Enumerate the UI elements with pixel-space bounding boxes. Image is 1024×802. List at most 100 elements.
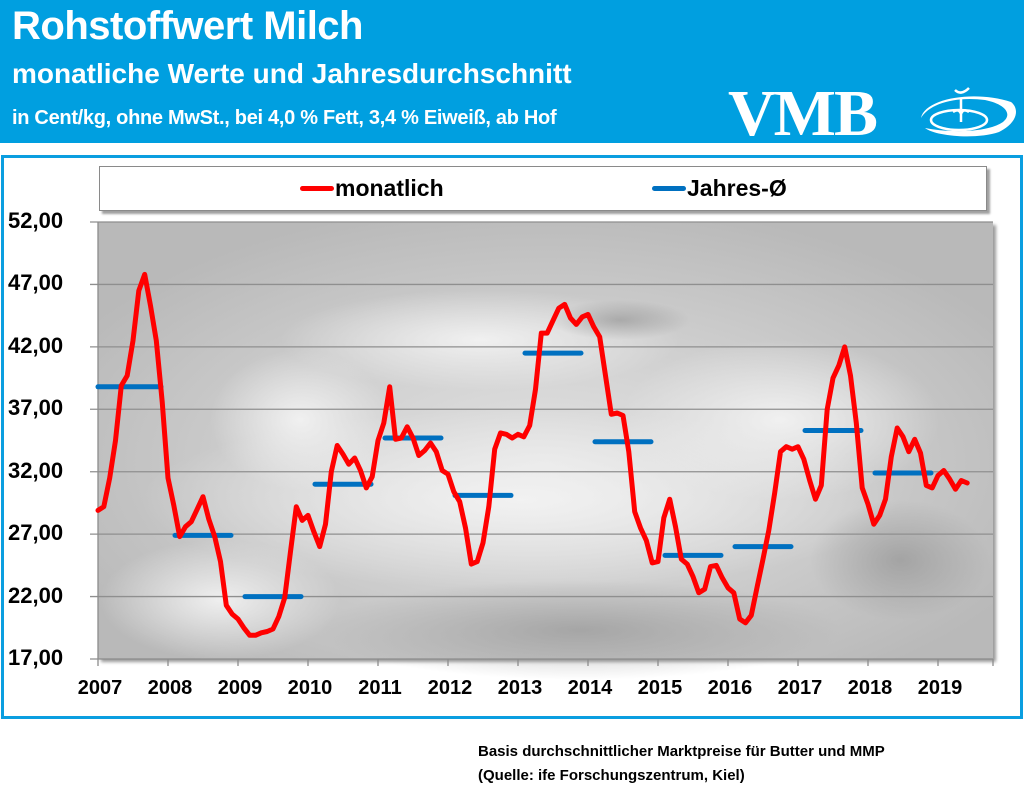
- monthly-point: [96, 508, 100, 513]
- axes: [97, 222, 994, 666]
- monthly-point: [177, 534, 182, 539]
- monthly-point: [498, 431, 503, 435]
- monthly-point: [206, 517, 211, 522]
- x-tick-label: 2009: [217, 677, 263, 699]
- monthly-point: [924, 483, 929, 488]
- x-tick-label: 2008: [147, 677, 193, 699]
- monthly-point: [766, 528, 771, 533]
- monthly-point: [241, 625, 246, 630]
- legend-item-monatlich: monatlich: [300, 174, 444, 202]
- monthly-point: [352, 456, 357, 460]
- legend-swatch-blue: [652, 185, 686, 191]
- monthly-point: [341, 452, 345, 457]
- monthly-point: [533, 387, 538, 392]
- monthly-point: [306, 513, 310, 518]
- x-tick-label: 2019: [917, 677, 963, 699]
- monthly-point: [370, 474, 375, 479]
- monthly-point: [854, 421, 859, 425]
- x-tick-label: 2007: [77, 677, 123, 699]
- monthly-point: [405, 424, 410, 429]
- y-tick-label: 52,00: [8, 208, 64, 233]
- monthly-point: [807, 478, 812, 483]
- monthly-point: [580, 314, 585, 319]
- y-tick-label: 17,00: [8, 645, 64, 670]
- monthly-point: [189, 519, 194, 524]
- monthly-point: [504, 432, 509, 437]
- monthly-point: [101, 504, 106, 509]
- monthly-point: [895, 426, 900, 430]
- monthly-point: [475, 559, 480, 564]
- monthly-point: [603, 373, 608, 378]
- x-tick-label: 2011: [358, 677, 402, 699]
- monthly-point: [259, 630, 264, 635]
- monthly-point: [346, 462, 351, 467]
- monthly-point: [457, 499, 462, 504]
- monthly-point: [819, 483, 824, 488]
- monthly-point: [621, 413, 625, 418]
- monthly-point: [796, 444, 800, 449]
- monthly-point: [492, 447, 497, 452]
- monthly-point: [667, 497, 672, 502]
- monthly-point: [650, 560, 655, 565]
- monthly-point: [381, 421, 386, 425]
- y-tick-label: 27,00: [8, 520, 64, 546]
- chart-title: Rohstoffwert Milch: [12, 4, 363, 48]
- monthly-point: [696, 590, 701, 595]
- monthly-point: [591, 324, 596, 329]
- legend-label-jahres: Jahres-Ø: [687, 174, 787, 201]
- x-tick-label: 2018: [847, 677, 893, 699]
- monthly-point: [218, 559, 223, 564]
- monthly-point: [539, 331, 544, 336]
- monthly-point: [726, 585, 730, 590]
- monthly-point: [801, 457, 806, 462]
- chart-units-line: in Cent/kg, ohne MwSt., bei 4,0 % Fett, …: [12, 107, 557, 129]
- monthly-point: [626, 449, 631, 454]
- monthly-point: [673, 524, 678, 529]
- splash-shadow: [810, 500, 990, 620]
- y-tick-label: 37,00: [8, 395, 64, 421]
- chart-legend: monatlich Jahres-Ø: [99, 166, 987, 211]
- monthly-point: [393, 437, 398, 442]
- footnote-source: (Quelle: ife Forschungszentrum, Kiel): [478, 767, 745, 784]
- monthly-point: [294, 504, 299, 509]
- monthly-point: [871, 522, 876, 527]
- monthly-point: [300, 518, 305, 523]
- monthly-point: [428, 441, 433, 445]
- monthly-point: [364, 485, 369, 490]
- monthly-point: [282, 595, 287, 600]
- monthly-point: [708, 564, 713, 569]
- monthly-point: [440, 468, 445, 473]
- monthly-point: [965, 481, 970, 485]
- monthly-point: [236, 617, 240, 621]
- monthly-point: [253, 633, 258, 638]
- monthly-point: [574, 322, 579, 327]
- monthly-point: [889, 454, 894, 459]
- monthly-point: [825, 407, 830, 412]
- monthly-point: [912, 437, 917, 442]
- monthly-point: [551, 318, 555, 323]
- monthly-point: [463, 525, 468, 530]
- monthly-point: [276, 614, 281, 619]
- monthly-point: [842, 344, 847, 349]
- monthly-point: [831, 376, 835, 381]
- monthly-point: [247, 633, 252, 638]
- x-tick-label: 2016: [707, 677, 753, 699]
- monthly-point: [953, 487, 958, 492]
- monthly-point: [171, 503, 176, 508]
- monthly-point: [107, 476, 112, 480]
- monthly-point: [638, 525, 643, 530]
- monthly-point: [906, 449, 911, 454]
- monthly-point: [451, 489, 456, 494]
- monthly-point: [323, 522, 328, 527]
- monthly-point: [422, 448, 427, 453]
- monthly-point: [848, 373, 853, 378]
- monthly-point: [661, 515, 666, 520]
- monthly-point: [772, 490, 777, 495]
- monthly-point: [813, 497, 818, 502]
- monthly-point: [737, 617, 742, 621]
- monthly-point: [446, 472, 450, 477]
- monthly-point: [930, 485, 935, 490]
- y-tick-label: 42,00: [8, 332, 64, 358]
- monthly-point: [154, 338, 159, 343]
